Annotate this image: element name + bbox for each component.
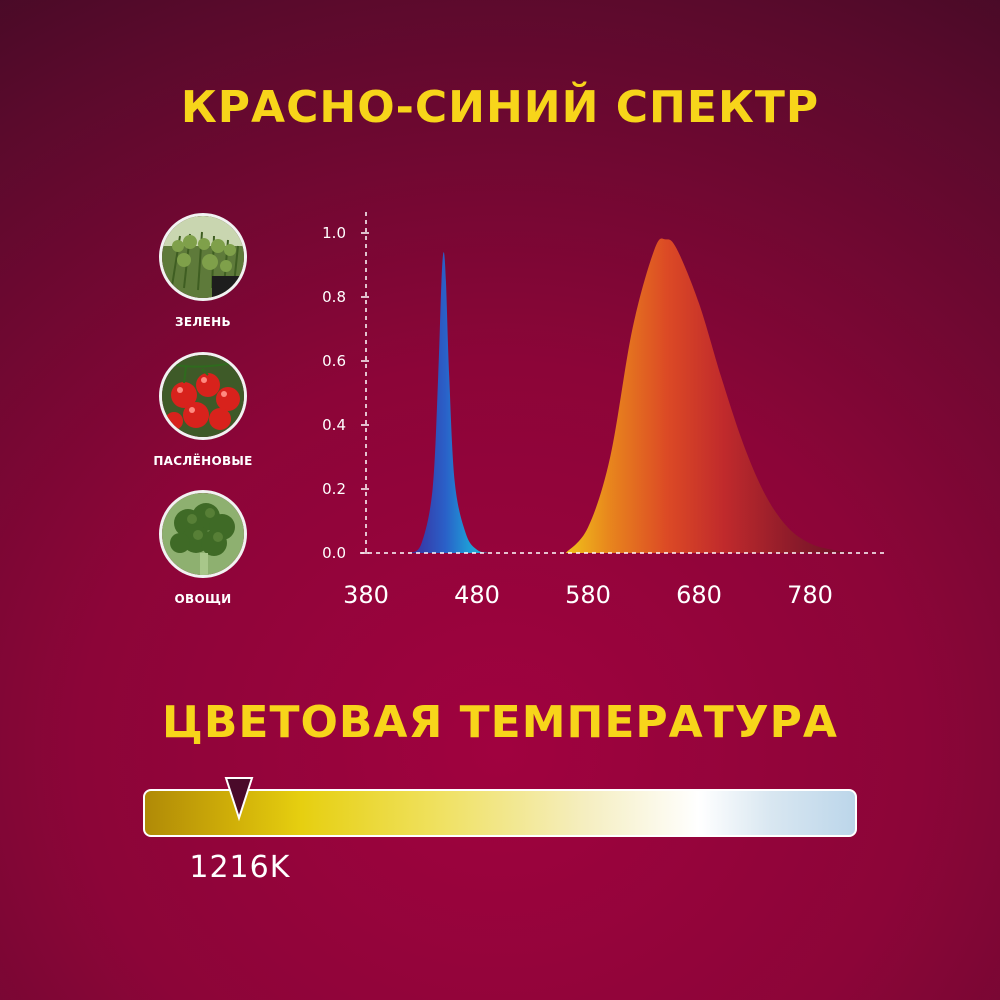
- spectrum-chart: 0.0 0.2 0.4 0.6 0.8 1.0 380 480 580 680 780: [322, 224, 855, 609]
- y-tick-label: 0.0: [322, 544, 346, 562]
- color-temperature-bar: [143, 789, 857, 837]
- plant-herbs: ЗЕЛЕНЬ: [150, 213, 256, 329]
- y-tick-label: 0.6: [322, 352, 346, 370]
- herbs-icon: [159, 213, 247, 301]
- plant-label: ПАСЛЁНОВЫЕ: [153, 454, 253, 468]
- x-tick-label: 680: [676, 581, 722, 609]
- x-tick-label: 480: [454, 581, 500, 609]
- y-tick-label: 0.2: [322, 480, 346, 498]
- temperature-value: 1216K: [189, 850, 291, 885]
- x-tick-label: 580: [565, 581, 611, 609]
- broccoli-icon: [159, 490, 247, 578]
- red-peak-area: [565, 238, 855, 554]
- plant-nightshades: ПАСЛЁНОВЫЕ: [150, 352, 256, 468]
- plant-vegetables: ОВОЩИ: [150, 490, 256, 606]
- x-tick-label: 780: [787, 581, 833, 609]
- spectrum-title: КРАСНО-СИНИЙ СПЕКТР: [180, 82, 820, 133]
- x-tick-label: 380: [343, 581, 389, 609]
- temperature-marker-icon: [224, 777, 254, 822]
- temperature-title: ЦВЕТОВАЯ ТЕМПЕРАТУРА: [162, 697, 838, 748]
- y-tick-label: 0.4: [322, 416, 346, 434]
- plant-label: ОВОЩИ: [174, 592, 232, 606]
- y-tick-label: 1.0: [322, 224, 346, 242]
- tomatoes-icon: [159, 352, 247, 440]
- y-tick-label: 0.8: [322, 288, 346, 306]
- plant-label: ЗЕЛЕНЬ: [175, 315, 231, 329]
- blue-peak-area: [410, 252, 489, 553]
